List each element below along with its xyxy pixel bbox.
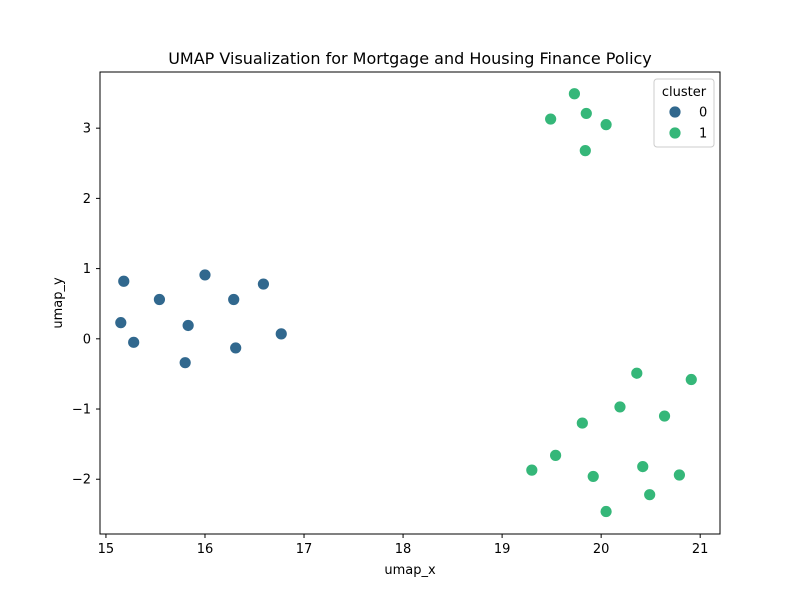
y-tick-label: 2 xyxy=(83,192,91,207)
data-point-cluster-1 xyxy=(643,488,657,502)
legend-label-cluster-1: 1 xyxy=(699,127,707,142)
data-point-cluster-1 xyxy=(672,468,686,482)
data-point-cluster-0 xyxy=(198,268,212,282)
legend-marker-cluster-0 xyxy=(668,105,682,119)
y-tick-label: −1 xyxy=(72,403,91,418)
x-tick-label: 17 xyxy=(296,542,313,557)
data-point-cluster-1 xyxy=(549,448,562,462)
data-point-cluster-0 xyxy=(181,319,195,332)
x-tick-label: 16 xyxy=(197,542,214,557)
data-point-cluster-1 xyxy=(599,505,613,518)
x-tick-label: 21 xyxy=(692,542,709,557)
data-point-cluster-0 xyxy=(114,316,128,330)
data-point-cluster-0 xyxy=(257,277,270,291)
legend-box xyxy=(653,78,715,148)
y-axis-label: umap_y xyxy=(51,277,66,329)
data-point-cluster-1 xyxy=(578,144,592,158)
data-point-cluster-1 xyxy=(575,416,589,430)
x-axis-label: umap_x xyxy=(384,563,436,578)
data-point-cluster-1 xyxy=(568,87,581,101)
data-point-cluster-1 xyxy=(658,409,671,423)
data-point-cluster-1 xyxy=(579,107,593,120)
x-tick-label: 19 xyxy=(494,542,511,557)
data-point-cluster-1 xyxy=(544,112,558,126)
x-axis-ticks: 15 16 17 18 19 20 21 xyxy=(98,534,709,557)
y-tick-label: −2 xyxy=(72,473,91,488)
y-tick-label: 0 xyxy=(83,332,91,347)
legend-label-cluster-0: 0 xyxy=(699,106,707,121)
data-point-cluster-0 xyxy=(229,341,243,355)
legend: cluster 0 1 xyxy=(653,78,715,148)
data-point-cluster-0 xyxy=(127,335,141,349)
data-point-cluster-0 xyxy=(153,293,166,306)
x-tick-label: 20 xyxy=(593,542,610,557)
y-tick-label: 1 xyxy=(83,262,91,277)
data-point-cluster-1 xyxy=(636,460,650,473)
data-point-cluster-1 xyxy=(586,470,600,483)
x-tick-label: 15 xyxy=(98,542,115,557)
data-point-cluster-1 xyxy=(525,463,539,477)
data-point-cluster-0 xyxy=(117,274,131,288)
data-point-cluster-0 xyxy=(227,293,241,306)
data-point-cluster-0 xyxy=(274,327,288,341)
data-point-cluster-0 xyxy=(178,356,192,370)
y-tick-label: 3 xyxy=(83,122,91,137)
plot-area-frame xyxy=(99,71,721,535)
plot-points xyxy=(114,87,698,518)
data-point-cluster-1 xyxy=(684,373,698,386)
x-tick-label: 18 xyxy=(395,542,412,557)
y-axis-ticks: −2 −1 0 1 2 3 xyxy=(72,122,100,488)
data-point-cluster-1 xyxy=(599,118,613,132)
data-point-cluster-1 xyxy=(630,366,644,380)
data-point-cluster-1 xyxy=(613,400,627,414)
chart-title: UMAP Visualization for Mortgage and Hous… xyxy=(168,49,652,68)
legend-marker-cluster-1 xyxy=(668,126,682,140)
legend-title: cluster xyxy=(662,85,707,100)
